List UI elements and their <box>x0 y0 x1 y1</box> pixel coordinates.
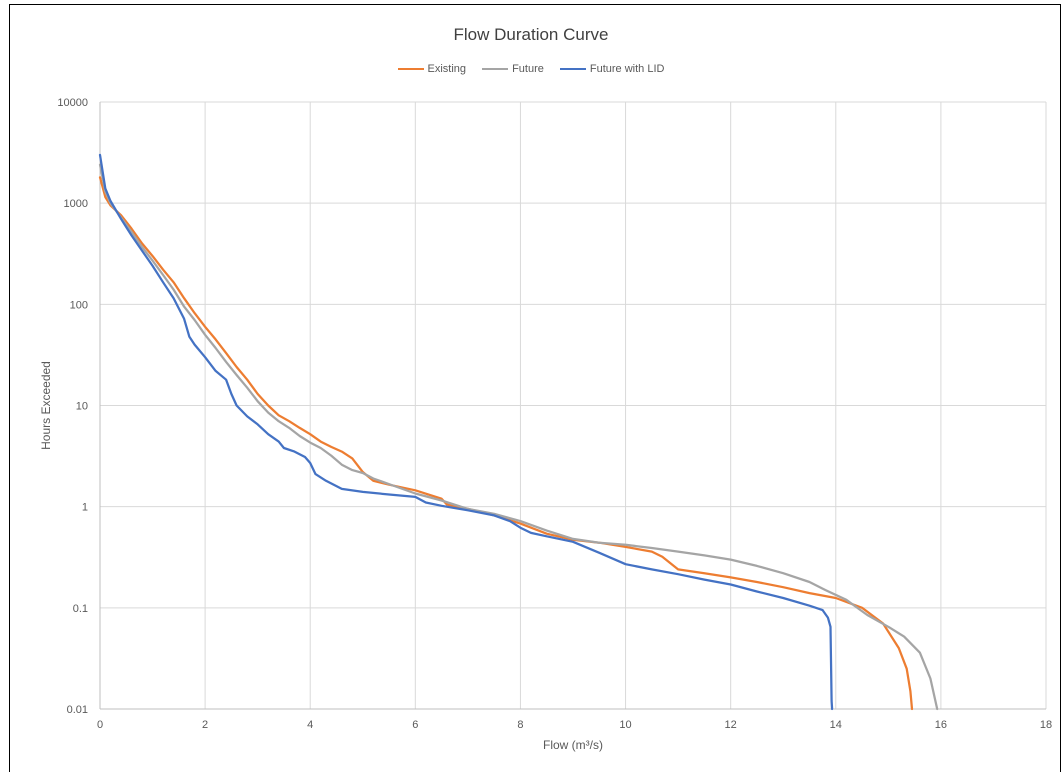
legend-item-future: Future <box>482 63 544 75</box>
y-tick-label: 0.1 <box>73 603 88 615</box>
x-tick-label: 10 <box>619 719 631 731</box>
x-tick-label: 12 <box>725 719 737 731</box>
x-tick-label: 8 <box>517 719 523 731</box>
chart-frame <box>9 4 1061 772</box>
y-axis-title: Hours Exceeded <box>39 361 53 450</box>
series-line-existing <box>98 176 914 711</box>
y-tick-label: 1000 <box>64 198 88 210</box>
y-tick-label: 100 <box>70 299 88 311</box>
y-tick-label: 10000 <box>57 97 88 109</box>
y-tick-label: 1 <box>82 502 88 514</box>
x-tick-label: 6 <box>412 719 418 731</box>
legend-label-existing: Existing <box>427 63 467 75</box>
x-tick-label: 18 <box>1040 719 1052 731</box>
x-tick-label: 0 <box>97 719 103 731</box>
x-tick-label: 16 <box>935 719 947 731</box>
legend-label-future-with-lid: Future with LID <box>589 63 665 75</box>
legend-swatch-future-with-lid <box>559 68 586 70</box>
x-tick-label: 14 <box>830 719 842 731</box>
legend-item-existing: Existing <box>397 63 467 75</box>
legend-swatch-existing <box>397 68 424 70</box>
x-tick-label: 4 <box>307 719 313 731</box>
x-axis-title: Flow (m³/s) <box>543 738 603 752</box>
chart-title: Flow Duration Curve <box>453 25 609 44</box>
y-tick-label: 10 <box>76 401 88 413</box>
y-tick-label: 0.01 <box>67 704 88 716</box>
series-line-future-with-lid <box>98 153 834 711</box>
x-tick-label: 2 <box>202 719 208 731</box>
legend-swatch-future <box>482 68 509 70</box>
series-line-future <box>98 163 939 711</box>
legend-label-future: Future <box>512 63 544 75</box>
legend-item-future-with-lid: Future with LID <box>559 63 665 75</box>
chart-legend: Existing Future Future with LID <box>0 63 1062 75</box>
